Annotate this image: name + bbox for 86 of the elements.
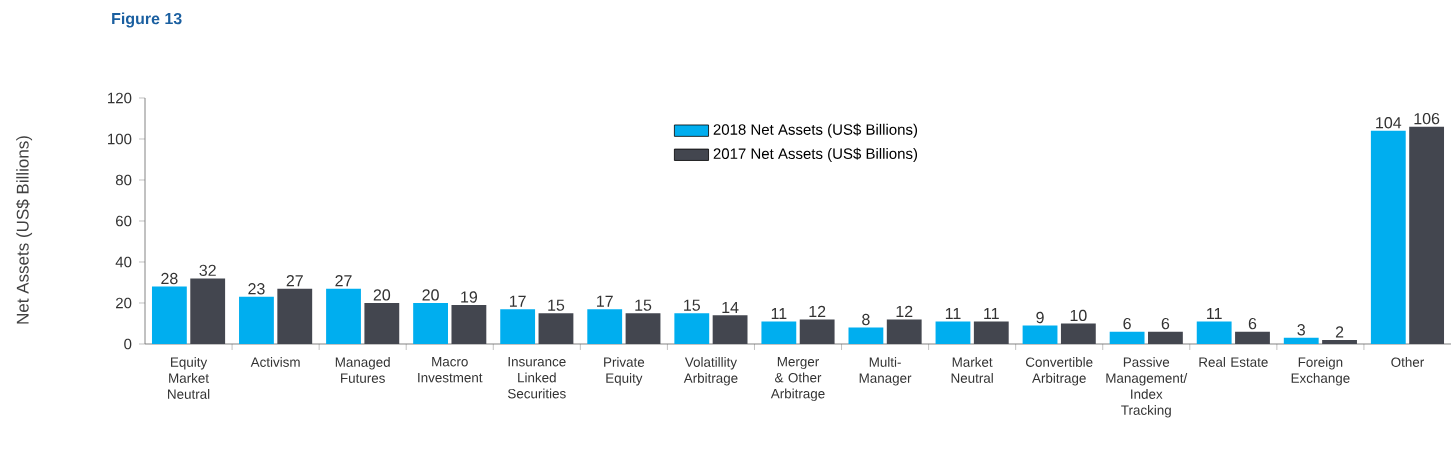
data-label: 14 <box>722 301 739 313</box>
x-tick-label: Equity Market Neutral <box>168 357 210 399</box>
bar <box>1196 321 1232 344</box>
bar <box>799 319 835 344</box>
bar <box>886 319 922 344</box>
y-tick-label: 20 <box>116 297 132 309</box>
bar <box>1148 331 1183 344</box>
data-label: 11 <box>771 308 787 320</box>
bar <box>625 313 661 344</box>
y-axis-title: Net Assets (US$ Billions) <box>15 136 33 324</box>
bar <box>1060 323 1096 344</box>
y-tick-label: 120 <box>108 92 132 104</box>
data-label: 23 <box>248 283 265 295</box>
data-label: 3 <box>1297 324 1305 336</box>
x-tick-label: Convertible Arbitrage <box>1026 357 1093 386</box>
data-label: 27 <box>335 275 352 287</box>
data-label: 20 <box>422 289 439 301</box>
data-label: 17 <box>597 295 613 307</box>
bar <box>1283 337 1319 344</box>
bar <box>451 305 487 344</box>
legend-label: 2018 Net Assets (US$ Billions) <box>713 123 918 138</box>
data-label: 104 <box>1376 117 1402 129</box>
y-tick-label: 60 <box>116 215 132 227</box>
bar <box>413 302 448 344</box>
data-label: 15 <box>684 299 700 311</box>
y-tick-label: 80 <box>115 174 132 186</box>
data-label: 11 <box>984 308 999 320</box>
x-tick-label: Volatillity Arbitrage <box>683 357 738 386</box>
bar <box>848 327 884 344</box>
bar <box>277 288 313 344</box>
data-label: 19 <box>461 291 478 303</box>
bar <box>239 296 274 344</box>
data-label: 15 <box>635 299 652 311</box>
data-label: 11 <box>1207 308 1222 320</box>
bar <box>364 302 400 344</box>
data-label: 9 <box>1036 311 1044 324</box>
bar <box>674 313 710 344</box>
bar <box>1409 126 1445 344</box>
x-tick-label: Insurance Linked Securities <box>507 357 566 399</box>
data-label: 2 <box>1335 326 1344 338</box>
x-tick-label: Managed Futures <box>335 357 390 383</box>
bar <box>538 313 574 344</box>
x-tick-label: Passive Management/ Index Tracking <box>1106 357 1188 418</box>
data-label: 12 <box>896 305 913 317</box>
chart-title: Figure 13 <box>112 12 182 28</box>
y-tick-label: 0 <box>124 338 132 350</box>
bar <box>973 321 1009 344</box>
bar <box>190 278 226 344</box>
data-label: 15 <box>548 299 565 311</box>
x-tick-label: Market Neutral <box>951 357 993 383</box>
data-label: 12 <box>809 305 826 317</box>
x-tick-label: Merger & Other Arbitrage <box>770 357 825 402</box>
x-tick-label: Real Estate <box>1199 357 1268 367</box>
x-tick-label: Macro Investment <box>418 357 483 383</box>
data-label: 6 <box>1248 317 1257 330</box>
x-tick-label: Other <box>1391 357 1424 367</box>
bar <box>151 286 187 344</box>
bar <box>761 321 797 344</box>
data-label: 11 <box>945 308 961 320</box>
bar <box>500 309 536 344</box>
data-label: 20 <box>373 289 391 301</box>
x-tick-label: Foreign Exchange <box>1291 357 1350 386</box>
bar <box>1109 331 1145 344</box>
x-tick-label: Multi-Manager <box>859 357 912 386</box>
data-label: 6 <box>1161 317 1170 330</box>
data-label: 106 <box>1414 112 1440 125</box>
x-tick-label: Activism <box>250 357 300 367</box>
data-label: 17 <box>509 295 526 307</box>
bar <box>1370 130 1406 344</box>
y-tick-label: 100 <box>108 133 132 145</box>
data-label: 27 <box>286 275 303 287</box>
bar <box>712 315 748 344</box>
bar <box>935 321 971 344</box>
data-label: 32 <box>199 264 216 276</box>
y-tick-label: 40 <box>115 256 132 268</box>
x-tick-label: Private Equity <box>604 357 645 386</box>
data-label: 28 <box>161 272 178 285</box>
data-label: 8 <box>862 313 870 326</box>
bar <box>1022 325 1058 344</box>
legend-label: 2017 Net Assets (US$ Billions) <box>713 147 918 162</box>
bar <box>1235 331 1270 344</box>
data-label: 10 <box>1070 309 1087 322</box>
bar <box>587 309 623 344</box>
bar <box>326 288 361 344</box>
data-label: 6 <box>1123 317 1131 330</box>
bar <box>1322 339 1357 344</box>
